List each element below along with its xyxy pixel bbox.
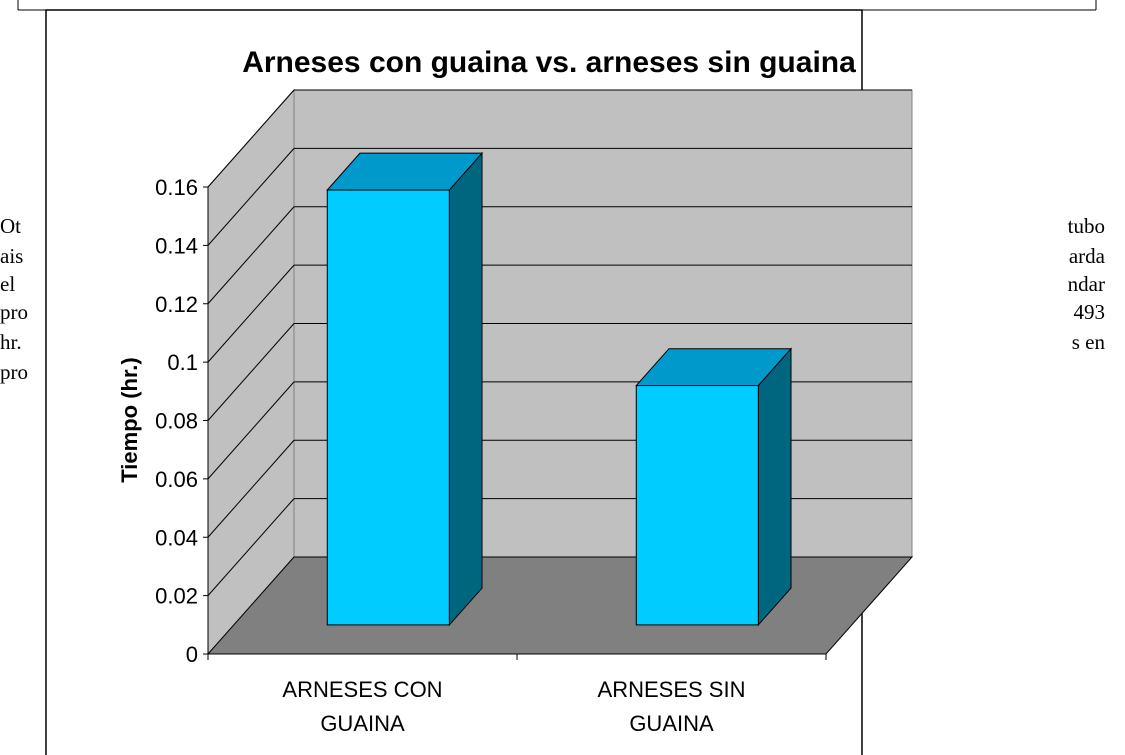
grid-line	[207, 381, 295, 480]
chart-title: Arneses con guaina vs. arneses sin guain…	[242, 46, 856, 79]
y-tick-label: 0.04	[155, 525, 198, 550]
y-axis-label: Tiempo (hr.)	[117, 357, 142, 483]
doc-text: s en	[1071, 330, 1105, 354]
bar-front	[635, 385, 759, 626]
y-tick-label: 0.12	[155, 292, 198, 317]
doc-text: hr.	[0, 330, 22, 354]
y-tick-label: 0.02	[155, 584, 198, 609]
y-tick-label: 0.14	[155, 233, 198, 258]
x-tick-label: ARNESES CON GUAINA	[282, 677, 443, 736]
grid-line	[207, 323, 295, 421]
grid-line	[207, 498, 295, 596]
doc-text: 493	[1073, 300, 1106, 324]
grid-line	[207, 439, 295, 538]
grid-line	[207, 264, 295, 363]
bar	[326, 151, 484, 627]
y-tick-label: 0.08	[155, 409, 198, 434]
grid-line	[207, 206, 295, 305]
bar-front	[326, 189, 450, 626]
doc-text: ais	[0, 244, 24, 268]
doc-text: pro	[0, 360, 28, 384]
y-tick-label: 0	[186, 642, 198, 667]
grid-line	[207, 89, 295, 188]
y-tick-label: 0.06	[155, 467, 198, 492]
doc-text: ndar	[1067, 272, 1105, 296]
doc-text: pro	[0, 300, 28, 324]
grid-line	[207, 148, 295, 246]
y-tick-label: 0.1	[167, 350, 198, 375]
bar-side	[448, 151, 483, 627]
doc-text: Ot	[0, 214, 21, 238]
y-tick-label: 0.16	[155, 175, 198, 200]
doc-text: el	[0, 272, 16, 296]
bar	[635, 347, 793, 627]
bar-side	[757, 347, 792, 627]
floor	[206, 556, 914, 655]
doc-text: arda	[1068, 244, 1105, 268]
doc-text: tubo	[1067, 214, 1105, 238]
x-tick-label: ARNESES SIN GUAINA	[597, 677, 746, 736]
